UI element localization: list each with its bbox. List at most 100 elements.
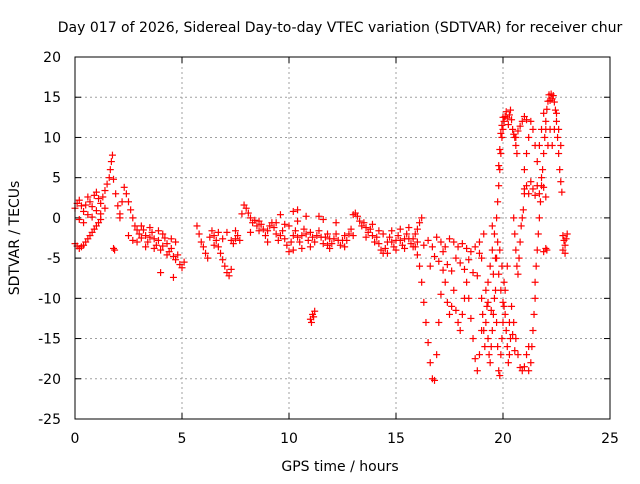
data-point — [413, 225, 421, 233]
data-point — [512, 246, 520, 254]
data-point — [396, 236, 404, 244]
data-point — [289, 246, 297, 254]
data-point — [458, 310, 466, 318]
data-point — [167, 235, 175, 243]
data-point — [296, 238, 304, 246]
data-point — [114, 202, 122, 210]
data-point — [562, 235, 570, 243]
y-tick-label: 0 — [52, 211, 61, 227]
data-point — [366, 225, 374, 233]
data-point — [401, 244, 409, 252]
data-point — [133, 226, 141, 234]
data-point — [227, 236, 235, 244]
data-point — [446, 235, 453, 243]
data-point — [550, 98, 558, 106]
data-point — [523, 116, 531, 124]
data-point — [381, 244, 389, 252]
data-point — [386, 233, 394, 241]
data-point — [77, 202, 85, 210]
data-point — [499, 125, 507, 133]
data-point — [495, 162, 503, 170]
data-point — [125, 232, 132, 240]
y-tick-label: 20 — [43, 50, 61, 66]
data-point — [498, 262, 506, 270]
data-point — [172, 238, 180, 246]
data-point — [533, 158, 541, 166]
data-point — [478, 254, 486, 262]
data-point — [112, 190, 120, 198]
data-point — [431, 376, 439, 384]
y-tick-label: -15 — [38, 332, 61, 348]
data-point — [310, 313, 318, 321]
data-point — [159, 230, 167, 238]
data-point — [167, 244, 175, 252]
data-point — [538, 174, 546, 182]
data-point — [217, 249, 225, 257]
data-point — [509, 125, 517, 133]
data-point — [531, 278, 539, 286]
data-point — [193, 222, 201, 230]
data-point — [88, 213, 96, 221]
data-point — [353, 212, 361, 220]
data-point — [97, 210, 105, 218]
data-point — [523, 351, 531, 359]
data-point — [302, 212, 310, 220]
data-point — [494, 198, 502, 206]
data-point — [197, 238, 205, 246]
data-point — [255, 217, 263, 225]
data-point — [127, 206, 135, 214]
data-point — [129, 214, 137, 222]
data-point — [291, 227, 299, 235]
data-point — [489, 270, 497, 278]
data-point — [219, 235, 227, 243]
data-point — [328, 240, 336, 248]
data-point — [488, 327, 496, 335]
data-point — [157, 246, 165, 254]
data-point — [490, 294, 498, 302]
data-point — [144, 238, 152, 246]
data-point — [446, 310, 453, 318]
data-point — [458, 240, 466, 248]
data-point — [437, 238, 445, 246]
data-point — [238, 210, 246, 218]
data-point — [302, 230, 310, 238]
y-tick-label: -20 — [38, 372, 61, 388]
data-point — [428, 243, 436, 251]
data-point — [426, 359, 434, 367]
data-point — [561, 249, 569, 257]
data-point — [467, 248, 475, 256]
data-point — [88, 203, 96, 211]
data-point — [219, 256, 227, 264]
data-point — [534, 230, 542, 238]
data-point — [246, 214, 254, 222]
data-point — [133, 238, 141, 246]
data-point — [214, 228, 222, 236]
data-point — [388, 227, 396, 235]
data-point — [281, 235, 289, 243]
y-tick-label: 5 — [52, 171, 61, 187]
data-point — [498, 133, 506, 141]
data-point — [150, 235, 158, 243]
data-point — [146, 224, 154, 232]
data-point — [396, 225, 404, 233]
data-point — [294, 233, 302, 241]
data-point — [418, 278, 426, 286]
data-point — [368, 232, 376, 240]
data-point — [497, 351, 505, 359]
data-point — [531, 294, 539, 302]
data-point — [206, 233, 214, 241]
data-point — [92, 188, 100, 196]
data-point — [199, 243, 207, 251]
data-point — [555, 125, 563, 133]
data-point — [439, 248, 447, 256]
data-point — [332, 219, 340, 227]
data-point — [379, 230, 387, 238]
data-point — [298, 244, 306, 252]
data-point — [502, 327, 510, 335]
y-tick-label: -5 — [47, 251, 61, 267]
data-point — [120, 183, 128, 191]
data-point — [553, 117, 560, 125]
data-point — [210, 241, 218, 249]
data-point — [319, 215, 327, 223]
data-point — [497, 129, 505, 137]
